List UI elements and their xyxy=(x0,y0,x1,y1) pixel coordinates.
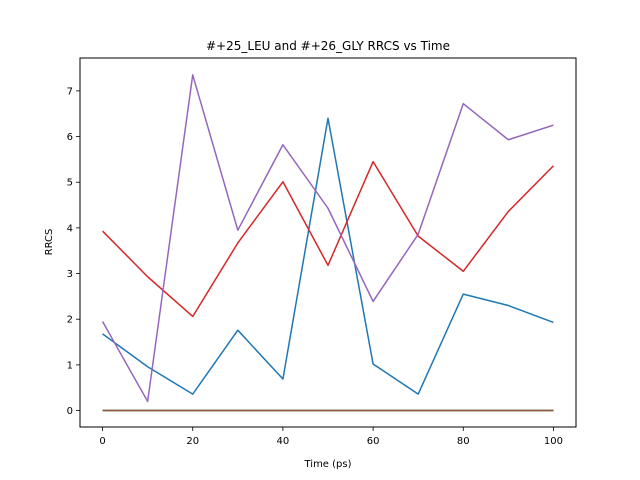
series-line-3 xyxy=(102,160,554,318)
y-tick-label: 3 xyxy=(67,269,73,280)
y-axis-label: RRCS xyxy=(44,229,55,256)
series-layer xyxy=(101,74,554,412)
y-tick-label: 1 xyxy=(67,360,73,371)
series-line-4 xyxy=(101,74,554,403)
series-line-0 xyxy=(102,117,554,395)
x-tick-label: 40 xyxy=(277,436,290,447)
ticks-layer: 0 20 40 60 80 100 0 1 2 3 4 5 6 7 xyxy=(67,86,563,447)
x-axis-label: Time (ps) xyxy=(303,459,351,470)
x-tick-label: 100 xyxy=(544,436,563,447)
y-tick-label: 6 xyxy=(67,132,73,143)
y-tick-label: 5 xyxy=(67,178,73,189)
x-tick-label: 0 xyxy=(99,436,105,447)
x-tick-label: 80 xyxy=(457,436,470,447)
y-tick-label: 4 xyxy=(67,223,73,234)
y-tick-label: 0 xyxy=(67,406,73,417)
y-tick-label: 2 xyxy=(67,315,73,326)
x-tick-label: 60 xyxy=(367,436,380,447)
plot-area-frame xyxy=(79,57,577,428)
x-tick-label: 20 xyxy=(186,436,199,447)
chart-title: #+25_LEU and #+26_GLY RRCS vs Time xyxy=(206,39,450,53)
y-tick-label: 7 xyxy=(67,86,73,97)
